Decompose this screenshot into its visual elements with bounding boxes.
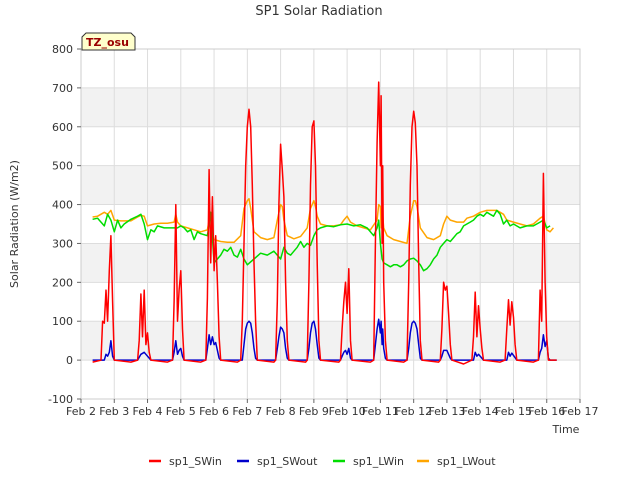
x-tick-label: Feb 11 — [362, 405, 399, 418]
y-tick-label: 500 — [52, 160, 73, 173]
plot-background — [81, 49, 580, 399]
legend-label-sp1_SWin: sp1_SWin — [169, 455, 222, 468]
series-layer — [92, 81, 557, 365]
legend-label-sp1_LWin: sp1_LWin — [353, 455, 404, 468]
y-tick-label: 200 — [52, 276, 73, 289]
x-tick-label: Feb 8 — [266, 405, 296, 418]
plot-band — [81, 165, 580, 205]
x-tick-label: Feb 12 — [395, 405, 432, 418]
plot-frame — [80, 48, 581, 400]
plot-band — [81, 87, 580, 127]
x-tick-label: Feb 3 — [99, 405, 129, 418]
x-tick-label: Feb 6 — [199, 405, 229, 418]
x-tick-label: Feb 9 — [299, 405, 329, 418]
x-tick-label: Feb 13 — [428, 405, 465, 418]
plot-band — [81, 243, 580, 283]
legend: sp1_SWin sp1_SWout sp1_LWin sp1_LWout — [149, 455, 496, 468]
chart-title: SP1 Solar Radiation — [255, 4, 382, 19]
y-tick-label: 800 — [52, 43, 73, 56]
series-line-sp1_LWout — [92, 197, 554, 245]
x-tick-label: Feb 15 — [495, 405, 532, 418]
y-tick-label: -100 — [48, 393, 73, 406]
y-tick-label: 400 — [52, 199, 73, 212]
legend-label-sp1_LWout: sp1_LWout — [437, 455, 496, 468]
series-line-sp1_SWin — [92, 81, 557, 365]
x-axis-label: Time — [552, 423, 580, 436]
y-tick-label: 700 — [52, 82, 73, 95]
x-tick-label: Feb 5 — [166, 405, 196, 418]
y-axis-label: Solar Radiation (W/m2) — [8, 160, 21, 288]
y-tick-label: 600 — [52, 121, 73, 134]
x-tick-label: Feb 16 — [528, 405, 565, 418]
y-tick-label: 0 — [66, 354, 73, 367]
x-tick-label: Feb 14 — [462, 405, 499, 418]
axes: -100 0 100 200 300 400 500 600 700 800 Feb 2 Feb 3 F… — [48, 43, 598, 418]
annotation-box — [81, 32, 136, 51]
x-tick-label: Feb 4 — [133, 405, 163, 418]
y-tick-label: 100 — [52, 315, 73, 328]
y-tick-label: 300 — [52, 237, 73, 250]
x-tick-label: Feb 10 — [329, 405, 366, 418]
x-tick-label: Feb 17 — [562, 405, 599, 418]
annotation-label: TZ_osu — [86, 36, 129, 49]
plot-band — [81, 321, 580, 361]
tz-annotation: TZ_osu — [81, 32, 136, 51]
x-tick-label: Feb 7 — [232, 405, 262, 418]
x-tick-label: Feb 2 — [66, 405, 96, 418]
legend-label-sp1_SWout: sp1_SWout — [257, 455, 318, 468]
